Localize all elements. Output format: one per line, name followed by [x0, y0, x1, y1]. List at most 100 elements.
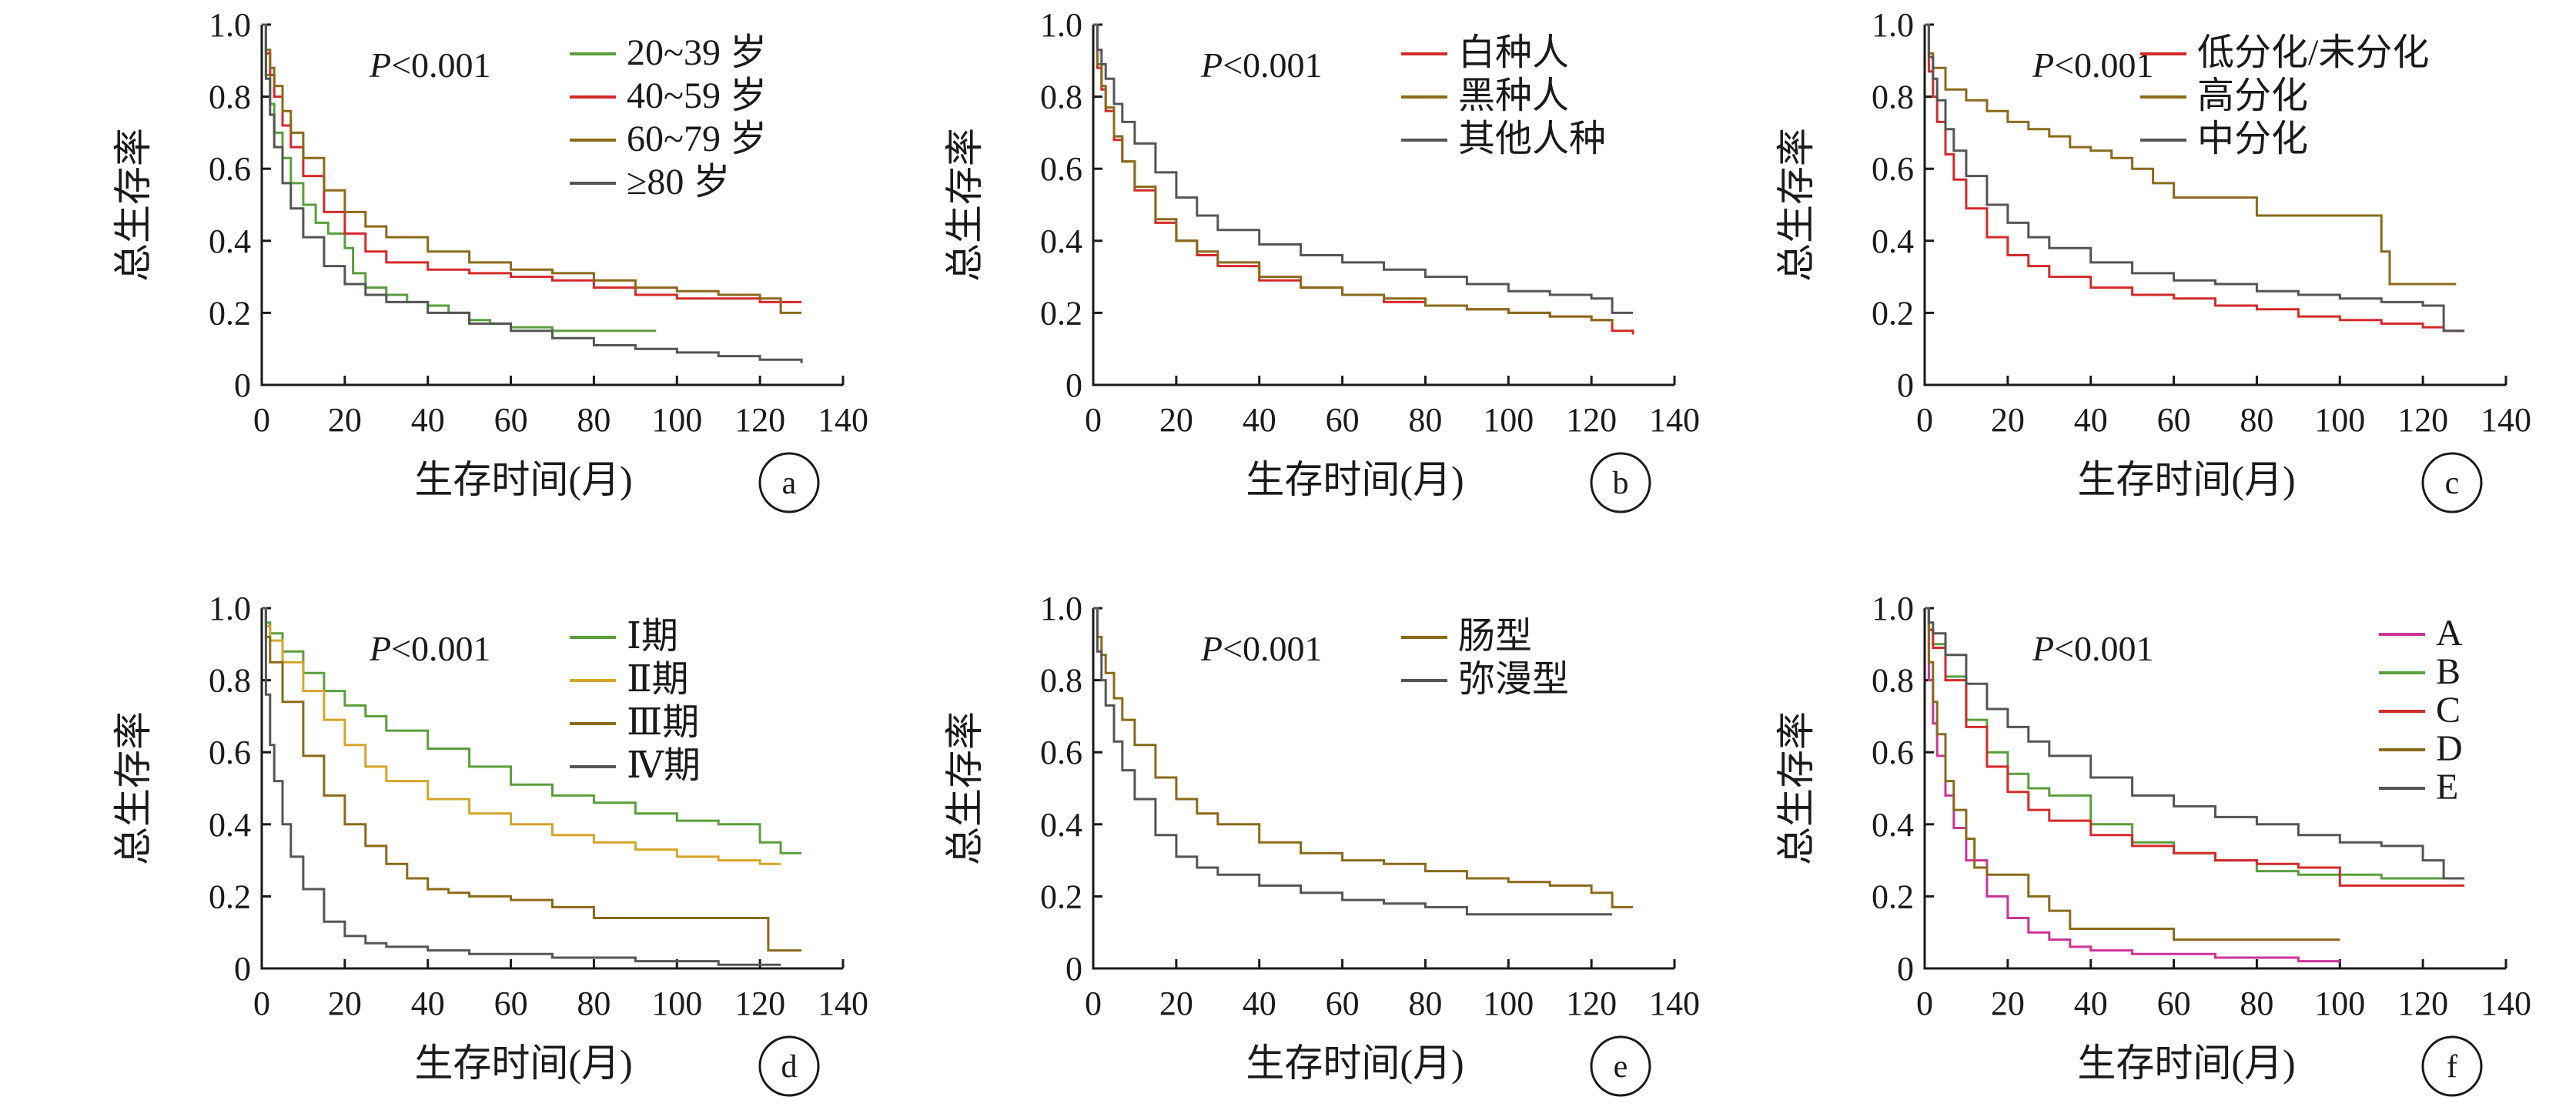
- legend-label: 黑种人: [1458, 75, 1569, 116]
- y-tick-label: 0.4: [1872, 222, 1914, 260]
- y-tick-label: 0.8: [1040, 662, 1082, 700]
- legend-label: A: [2436, 613, 2463, 654]
- p-value-label: P<0.001: [1200, 45, 1323, 85]
- x-tick-label: 140: [818, 401, 868, 439]
- panel-letter: f: [2447, 1049, 2457, 1085]
- legend-label: Ⅱ期: [627, 659, 689, 700]
- x-tick-label: 0: [253, 401, 270, 439]
- legend-label: D: [2436, 728, 2463, 769]
- legend-label: Ⅲ期: [627, 702, 699, 743]
- series-line-f-2: [1925, 607, 2465, 887]
- panel-letter-circle: [1590, 1035, 1651, 1097]
- legend-label: 白种人: [1458, 32, 1569, 73]
- y-tick-label: 0.2: [1872, 878, 1914, 915]
- x-tick-label: 40: [2074, 985, 2108, 1022]
- x-tick-label: 40: [411, 401, 445, 439]
- x-tick-label: 40: [1243, 401, 1276, 439]
- p-value-text: <0.001: [391, 629, 490, 668]
- series-line-f-0: [1925, 607, 2340, 963]
- panel-letter-circle: [1590, 452, 1651, 513]
- series-line-c-0: [1925, 23, 2465, 333]
- x-tick-label: 20: [328, 985, 362, 1022]
- p-value-label: P<0.001: [369, 629, 491, 668]
- x-tick-label: 0: [1916, 401, 1933, 439]
- panel-letter: c: [2445, 466, 2460, 501]
- series-line-d-2: [262, 607, 802, 952]
- x-tick-label: 60: [494, 985, 528, 1022]
- y-tick-label: 0.2: [209, 294, 251, 332]
- y-tick-label: 0.6: [209, 734, 251, 771]
- legend-label: 弥漫型: [1458, 659, 1569, 700]
- y-tick-label: 0.8: [1872, 662, 1914, 700]
- panel-letter: d: [781, 1049, 798, 1085]
- series-line-c-1: [1925, 23, 2457, 286]
- y-tick-label: 0: [1897, 366, 1914, 404]
- y-tick-label: 0: [1897, 950, 1914, 988]
- y-tick-label: 0: [1066, 366, 1082, 404]
- p-value-label: P<0.001: [369, 45, 491, 85]
- series-line-f-4: [1925, 607, 2465, 880]
- y-tick-label: 0.8: [209, 662, 251, 700]
- panel-letter-circle: [2421, 452, 2483, 513]
- panel-b: 0 0.2 0.4 0.6 0.8 1.0 0 20 40 60 80 100 120 140 总生存率生存…: [943, 6, 1700, 513]
- x-axis-title: 生存时间(月): [414, 1042, 632, 1085]
- x-tick-label: 140: [818, 985, 868, 1022]
- y-tick-label: 0.6: [209, 150, 251, 188]
- legend-label: 40~59 岁: [627, 75, 767, 116]
- y-tick-label: 1.0: [209, 590, 251, 627]
- panel-e: 0 0.2 0.4 0.6 0.8 1.0 0 20 40 60 80 100 120 140 总生存率生存…: [943, 590, 1700, 1097]
- y-axis-title: 总生存率: [112, 711, 155, 865]
- legend-label: Ⅰ期: [627, 616, 678, 657]
- y-tick-label: 0.4: [1040, 222, 1082, 260]
- x-tick-label: 120: [1566, 985, 1617, 1022]
- legend-label: 肠型: [1458, 616, 1532, 657]
- legend-label: 60~79 岁: [627, 119, 767, 159]
- x-tick-label: 100: [1483, 985, 1534, 1022]
- y-tick-label: 1.0: [1872, 590, 1914, 627]
- p-value-label: P<0.001: [2032, 45, 2154, 85]
- legend-label: E: [2436, 767, 2458, 808]
- y-tick-label: 0.2: [1872, 294, 1914, 332]
- y-tick-label: 0.4: [209, 222, 251, 260]
- y-tick-label: 1.0: [1040, 590, 1082, 627]
- legend-label: 低分化/未分化: [2197, 32, 2429, 73]
- series-line-d-1: [262, 607, 781, 865]
- y-tick-label: 0.8: [1040, 79, 1082, 116]
- p-value-label: P<0.001: [1200, 629, 1323, 668]
- panel-a: 0 0.2 0.4 0.6 0.8 1.0 0 20 40 60 80 100 120 140 总生存率生存…: [112, 6, 868, 513]
- x-tick-label: 20: [1991, 985, 2025, 1022]
- p-value-symbol: P: [1200, 629, 1223, 668]
- legend-label: 中分化: [2197, 119, 2308, 159]
- x-tick-label: 80: [1408, 985, 1442, 1022]
- legend-label: 20~39 岁: [627, 32, 767, 73]
- x-tick-label: 80: [577, 985, 611, 1022]
- p-value-symbol: P: [369, 45, 391, 85]
- axis-frame: [1092, 25, 1674, 386]
- y-tick-label: 0.6: [1872, 150, 1914, 188]
- x-tick-label: 60: [1326, 985, 1360, 1022]
- x-axis-title: 生存时间(月): [414, 458, 632, 501]
- y-tick-label: 0.4: [1872, 806, 1914, 844]
- series-line-e-0: [1093, 607, 1634, 908]
- x-tick-label: 120: [2397, 401, 2448, 439]
- y-tick-label: 0.4: [209, 806, 251, 844]
- x-tick-label: 0: [1916, 985, 1933, 1022]
- panel-letter: e: [1614, 1049, 1628, 1085]
- x-tick-label: 20: [1159, 985, 1193, 1022]
- x-tick-label: 140: [2481, 985, 2531, 1022]
- legend-label: 其他人种: [1458, 119, 1606, 159]
- x-axis-title: 生存时间(月): [1246, 458, 1464, 501]
- y-tick-label: 0.2: [1040, 878, 1082, 915]
- series-line-a-0: [262, 23, 657, 333]
- series-line-a-3: [262, 23, 803, 363]
- y-axis-title: 总生存率: [943, 128, 986, 282]
- y-tick-label: 1.0: [209, 6, 251, 44]
- x-tick-label: 20: [1991, 401, 2025, 439]
- legend-label: Ⅳ期: [627, 745, 701, 786]
- p-value-label: P<0.001: [2032, 629, 2154, 668]
- x-tick-label: 0: [253, 985, 270, 1022]
- x-tick-label: 80: [1408, 401, 1442, 439]
- series-line-d-3: [262, 607, 781, 966]
- x-axis-title: 生存时间(月): [2077, 458, 2295, 501]
